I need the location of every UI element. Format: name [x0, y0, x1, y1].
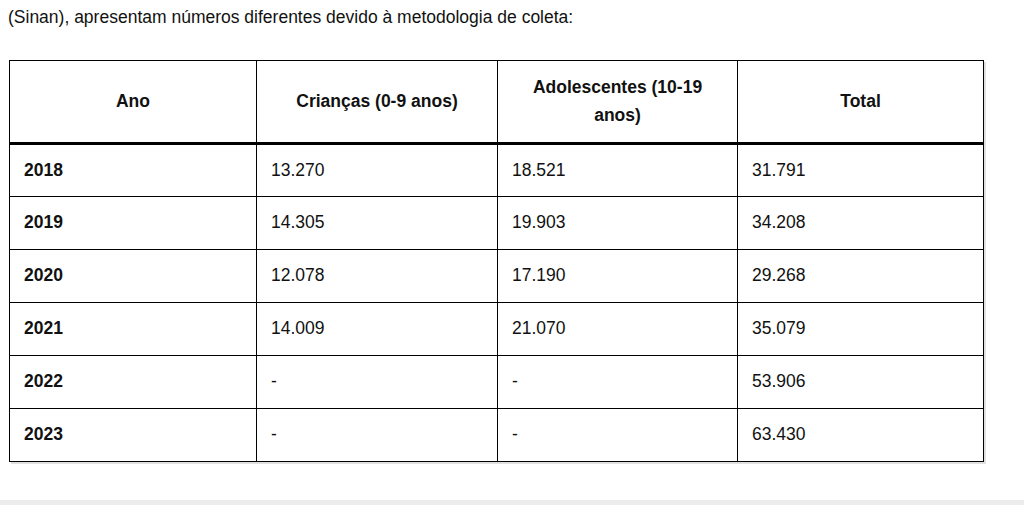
criancas-cell: 14.009: [257, 302, 498, 355]
data-table: Ano Crianças (0-9 anos) Adolescentes (10…: [9, 60, 984, 462]
total-cell: 31.791: [738, 143, 984, 196]
total-cell: 34.208: [738, 196, 984, 249]
total-cell: 63.430: [738, 408, 984, 461]
column-header-adolescentes: Adolescentes (10-19 anos): [498, 60, 738, 143]
column-header-total: Total: [738, 60, 984, 143]
year-cell: 2018: [10, 143, 257, 196]
column-header-ano: Ano: [10, 60, 257, 143]
adolescentes-cell: -: [498, 408, 738, 461]
total-cell: 35.079: [738, 302, 984, 355]
year-cell: 2022: [10, 355, 257, 408]
year-cell: 2021: [10, 302, 257, 355]
criancas-cell: -: [257, 355, 498, 408]
table-row: 2018 13.270 18.521 31.791: [10, 143, 984, 196]
year-cell: 2020: [10, 249, 257, 302]
column-header-criancas: Crianças (0-9 anos): [257, 60, 498, 143]
table-row: 2021 14.009 21.070 35.079: [10, 302, 984, 355]
document-page: (Sinan), apresentam números diferentes d…: [0, 0, 1024, 515]
adolescentes-cell: 21.070: [498, 302, 738, 355]
year-cell: 2019: [10, 196, 257, 249]
adolescentes-cell: 18.521: [498, 143, 738, 196]
table-row: 2023 - - 63.430: [10, 408, 984, 461]
criancas-cell: 12.078: [257, 249, 498, 302]
total-cell: 53.906: [738, 355, 984, 408]
total-cell: 29.268: [738, 249, 984, 302]
section-separator: [0, 500, 1024, 505]
table-row: 2020 12.078 17.190 29.268: [10, 249, 984, 302]
table-header-row: Ano Crianças (0-9 anos) Adolescentes (10…: [10, 60, 984, 143]
adolescentes-cell: 17.190: [498, 249, 738, 302]
year-cell: 2023: [10, 408, 257, 461]
criancas-cell: 13.270: [257, 143, 498, 196]
adolescentes-cell: -: [498, 355, 738, 408]
table-row: 2019 14.305 19.903 34.208: [10, 196, 984, 249]
table-row: 2022 - - 53.906: [10, 355, 984, 408]
intro-text: (Sinan), apresentam números diferentes d…: [0, 0, 1024, 29]
criancas-cell: 14.305: [257, 196, 498, 249]
criancas-cell: -: [257, 408, 498, 461]
adolescentes-cell: 19.903: [498, 196, 738, 249]
